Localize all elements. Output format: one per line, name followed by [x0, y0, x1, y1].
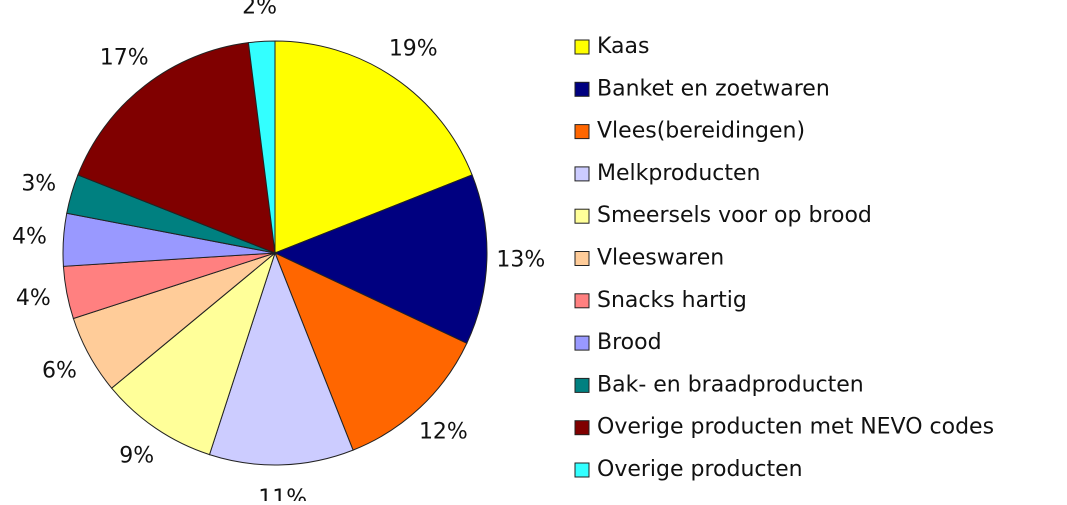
data-label: 2%: [242, 0, 277, 19]
data-label: 6%: [42, 359, 77, 384]
data-label: 4%: [12, 225, 47, 250]
pie-slice: [273, 174, 488, 344]
legend-swatch: [574, 377, 590, 393]
data-label: 9%: [119, 443, 154, 468]
legend-label: Bak- en braadproducten: [597, 372, 864, 397]
legend-label: Smeersels voor op brood: [597, 203, 872, 228]
legend-label: Banket en zoetwaren: [597, 76, 830, 101]
data-label: 12%: [419, 419, 468, 444]
legend-swatch: [574, 166, 590, 182]
legend-swatch: [574, 39, 590, 55]
legend-label: Vlees(bereidingen): [597, 119, 805, 144]
legend-label: Snacks hartig: [597, 288, 747, 313]
legend-swatch: [574, 208, 590, 224]
legend-swatch: [574, 420, 590, 436]
pie-slice: [77, 42, 276, 254]
pie-slice: [274, 252, 468, 451]
legend-swatch: [574, 293, 590, 309]
data-label: 4%: [16, 286, 51, 311]
legend-label: Brood: [597, 330, 662, 355]
legend-label: Overige producten: [597, 457, 803, 482]
pie-slice: [247, 40, 276, 254]
legend-swatch: [574, 251, 590, 266]
pie-slice: [274, 40, 473, 254]
pie-slice: [208, 251, 354, 466]
legend-swatch: [574, 124, 590, 140]
data-label: 3%: [21, 171, 56, 196]
legend-label: Vleeswaren: [597, 246, 724, 271]
legend-label: Kaas: [597, 34, 649, 59]
legend-swatch: [574, 335, 590, 351]
legend-label: Overige producten met NEVO codes: [597, 415, 994, 440]
data-label: 17%: [100, 46, 149, 71]
data-label: 19%: [389, 37, 438, 62]
pie-slice: [110, 251, 277, 456]
data-label: 13%: [496, 248, 545, 273]
data-label: 11%: [258, 486, 307, 501]
legend-swatch: [574, 81, 590, 97]
legend-label: Melkproducten: [597, 161, 760, 186]
legend-swatch: [574, 462, 590, 478]
